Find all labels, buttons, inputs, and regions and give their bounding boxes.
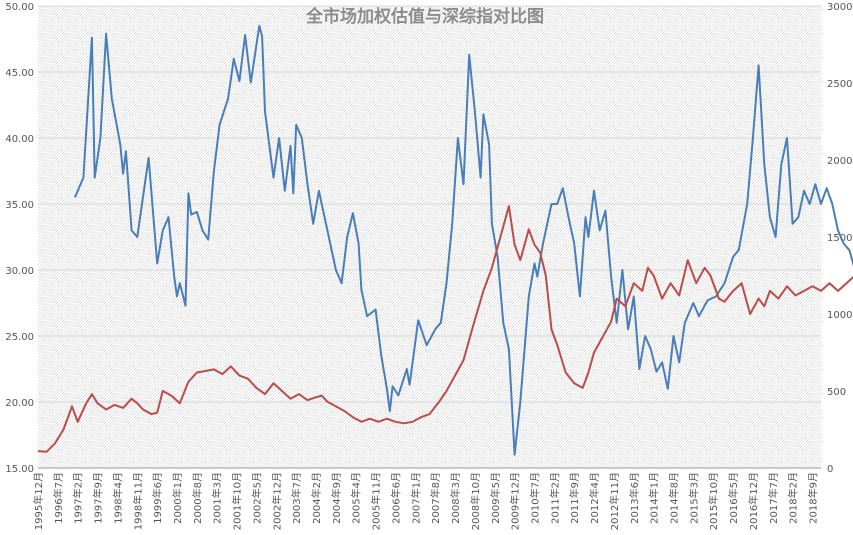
x-tick-label: 2005年4月 (350, 472, 363, 524)
x-tick-label: 2006年6月 (389, 472, 402, 524)
x-tick-label: 2011年9月 (568, 472, 581, 524)
x-tick-label: 2004年2月 (310, 472, 323, 524)
left-axis: 15.00 20.00 25.00 30.00 35.00 40.00 45.00 50.00 (5, 2, 34, 475)
x-tick-label: 1997年9月 (92, 472, 105, 524)
x-tick-label: 2004年9月 (330, 472, 343, 524)
x-tick-label: 2013年6月 (628, 472, 641, 524)
y-left-tick-label: 20.00 (5, 398, 34, 409)
x-tick-label: 2002年12月 (270, 472, 283, 530)
x-tick-label: 1996年7月 (52, 472, 65, 524)
y-left-tick-label: 30.00 (5, 266, 34, 277)
x-tick-label: 1997年2月 (72, 472, 85, 524)
y-left-tick-label: 40.00 (5, 134, 34, 145)
x-tick-label: 2014年1月 (648, 472, 661, 524)
x-tick-label: 2008年10月 (469, 472, 482, 530)
x-tick-label: 2016年5月 (727, 472, 740, 524)
x-tick-label: 2014年8月 (667, 472, 680, 524)
chart-title: 全市场加权估值与深综指对比图 (305, 6, 544, 27)
x-tick-label: 2003年7月 (290, 472, 303, 524)
y-left-tick-label: 50.00 (5, 2, 34, 13)
x-tick-label: 2018年9月 (806, 472, 819, 524)
x-tick-label: 2000年8月 (191, 472, 204, 524)
y-right-tick-label: 3000 (827, 2, 852, 13)
y-right-tick-label: 500 (827, 387, 846, 398)
y-right-tick-label: 1000 (827, 310, 852, 321)
series-line-left-axis (73, 24, 853, 456)
x-tick-label: 2001年3月 (211, 472, 224, 524)
series-layer (37, 24, 853, 456)
right-axis: 0 500 1000 1500 2000 2500 3000 (827, 2, 852, 475)
x-tick-label: 2012年11月 (608, 472, 621, 530)
y-right-tick-label: 1500 (827, 233, 852, 244)
y-left-tick-label: 15.00 (5, 464, 34, 475)
x-tick-label: 2016年12月 (747, 472, 760, 530)
y-left-tick-label: 25.00 (5, 332, 34, 343)
x-tick-label: 2009年12月 (509, 472, 522, 530)
y-left-tick-label: 45.00 (5, 68, 34, 79)
x-tick-label: 2007年8月 (429, 472, 442, 524)
x-tick-label: 2008年3月 (449, 472, 462, 524)
x-tick-label: 2015年3月 (687, 472, 700, 524)
y-left-tick-label: 35.00 (5, 200, 34, 211)
x-tick-label: 2011年2月 (548, 472, 561, 524)
y-right-tick-label: 0 (827, 464, 833, 475)
x-tick-label: 2000年1月 (171, 472, 184, 524)
x-tick-label: 2005年11月 (370, 472, 383, 530)
plot-background (38, 6, 821, 468)
y-right-tick-label: 2000 (827, 156, 852, 167)
x-tick-label: 1998年4月 (111, 472, 124, 524)
series-line-right-axis (37, 205, 853, 453)
x-tick-label: 2001年10月 (231, 472, 244, 530)
x-tick-label: 2015年10月 (707, 472, 720, 530)
x-tick-label: 1999年6月 (151, 472, 164, 524)
x-tick-label: 1995年12月 (32, 472, 45, 530)
y-right-tick-label: 2500 (827, 79, 852, 90)
x-tick-label: 2018年2月 (787, 472, 800, 524)
x-tick-label: 2010年7月 (528, 472, 541, 524)
x-tick-label: 2017年7月 (767, 472, 780, 524)
x-tick-label: 2012年4月 (588, 472, 601, 524)
x-tick-label: 2007年1月 (409, 472, 422, 524)
x-axis: 1995年12月 1996年7月 1997年2月 1997年9月 1998年4月 1998… (32, 467, 821, 530)
x-tick-label: 1998年11月 (131, 472, 144, 530)
x-tick-label: 2009年5月 (489, 472, 502, 524)
x-tick-label: 2002年5月 (250, 472, 263, 524)
